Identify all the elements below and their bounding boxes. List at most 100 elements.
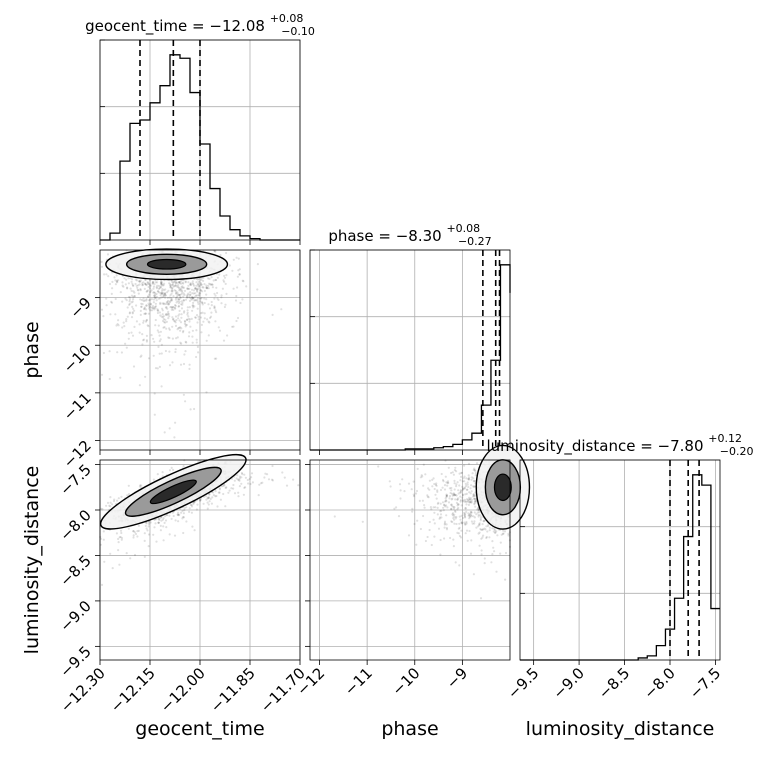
- sample-point: [447, 501, 451, 504]
- sample-point: [208, 321, 211, 324]
- sample-point: [196, 298, 199, 302]
- sample-point: [173, 285, 176, 288]
- sample-point: [479, 514, 482, 517]
- sample-point: [191, 297, 194, 300]
- sample-point: [266, 473, 269, 476]
- sample-point: [205, 298, 208, 301]
- sample-point: [160, 292, 163, 295]
- sample-point: [463, 486, 467, 489]
- sample-point: [465, 484, 468, 488]
- sample-point: [160, 385, 163, 388]
- sample-point: [141, 303, 144, 306]
- sample-point: [111, 287, 114, 290]
- sample-point: [117, 324, 120, 327]
- sample-point: [225, 292, 228, 295]
- sample-point: [205, 391, 208, 394]
- sample-point: [164, 306, 168, 309]
- sample-point: [191, 335, 194, 338]
- sample-point: [202, 502, 205, 505]
- sample-point: [200, 331, 203, 334]
- sample-point: [182, 282, 185, 285]
- phase-histogram-panel: [309, 249, 511, 455]
- sample-point: [160, 352, 163, 355]
- sample-point: [150, 303, 153, 306]
- sample-point: [472, 477, 475, 480]
- sample-point: [494, 531, 497, 534]
- sample-point: [461, 496, 464, 499]
- sample-point: [158, 352, 161, 355]
- sample-point: [197, 460, 200, 463]
- sample-point: [164, 313, 167, 316]
- sample-point: [445, 500, 448, 503]
- contour-inner: [493, 473, 512, 502]
- sample-point: [188, 507, 191, 510]
- sample-point: [189, 291, 192, 294]
- sample-point: [218, 488, 221, 491]
- sample-point: [164, 349, 167, 353]
- sample-point: [134, 282, 137, 286]
- sample-point: [132, 290, 135, 293]
- sample-point: [450, 492, 454, 495]
- sample-point: [159, 516, 162, 519]
- sample-point: [198, 284, 201, 287]
- sample-point: [179, 329, 182, 332]
- sample-point: [163, 521, 166, 525]
- sample-point: [191, 304, 194, 307]
- sample-point: [197, 280, 200, 283]
- sample-point: [193, 299, 196, 302]
- sample-point: [99, 537, 103, 540]
- sample-point: [134, 532, 138, 536]
- sample-point: [150, 334, 153, 337]
- sample-point: [211, 496, 214, 499]
- sample-point: [456, 508, 459, 511]
- sample-point: [170, 299, 173, 302]
- sample-point: [492, 530, 495, 533]
- sample-point: [458, 472, 461, 475]
- sample-point: [188, 331, 191, 334]
- sample-point: [432, 506, 435, 509]
- sample-point: [470, 484, 473, 487]
- sample-point: [139, 279, 142, 282]
- sample-point: [156, 284, 159, 287]
- sample-point: [473, 479, 476, 482]
- sample-point: [120, 538, 123, 541]
- sample-point: [199, 292, 202, 295]
- sample-point: [149, 291, 152, 294]
- sample-point: [205, 339, 208, 342]
- sample-point: [147, 302, 150, 305]
- sample-point: [156, 309, 159, 312]
- luminosity-distance-vs-phase-panel: [305, 444, 531, 665]
- sample-point: [151, 281, 154, 284]
- sample-point: [186, 313, 189, 316]
- sample-point: [219, 253, 222, 257]
- x-axis-label-luminosity-distance: luminosity_distance: [526, 718, 715, 740]
- sample-point: [226, 334, 229, 337]
- sample-point: [192, 292, 195, 295]
- sample-point: [292, 478, 295, 481]
- sample-point: [197, 318, 200, 321]
- sample-point: [135, 304, 138, 307]
- sample-point: [461, 480, 464, 483]
- sample-point: [227, 491, 230, 494]
- sample-point: [180, 511, 183, 514]
- sample-point: [280, 308, 283, 311]
- sample-point: [168, 364, 172, 367]
- sample-point: [473, 511, 476, 514]
- sample-point: [176, 291, 179, 294]
- sample-point: [463, 480, 466, 483]
- sample-point: [167, 289, 170, 292]
- sample-point: [473, 485, 476, 488]
- sample-point: [184, 400, 187, 403]
- sample-point: [433, 487, 436, 491]
- sample-point: [433, 535, 436, 538]
- sample-point: [149, 284, 152, 287]
- sample-point: [147, 545, 150, 548]
- sample-point: [193, 501, 196, 504]
- sample-point: [110, 301, 114, 304]
- geocent-time-hist-frame: [99, 39, 301, 241]
- sample-point: [176, 513, 179, 516]
- sample-point: [450, 503, 453, 506]
- sample-point: [168, 328, 171, 331]
- sample-point: [407, 482, 411, 485]
- sample-point: [209, 316, 212, 319]
